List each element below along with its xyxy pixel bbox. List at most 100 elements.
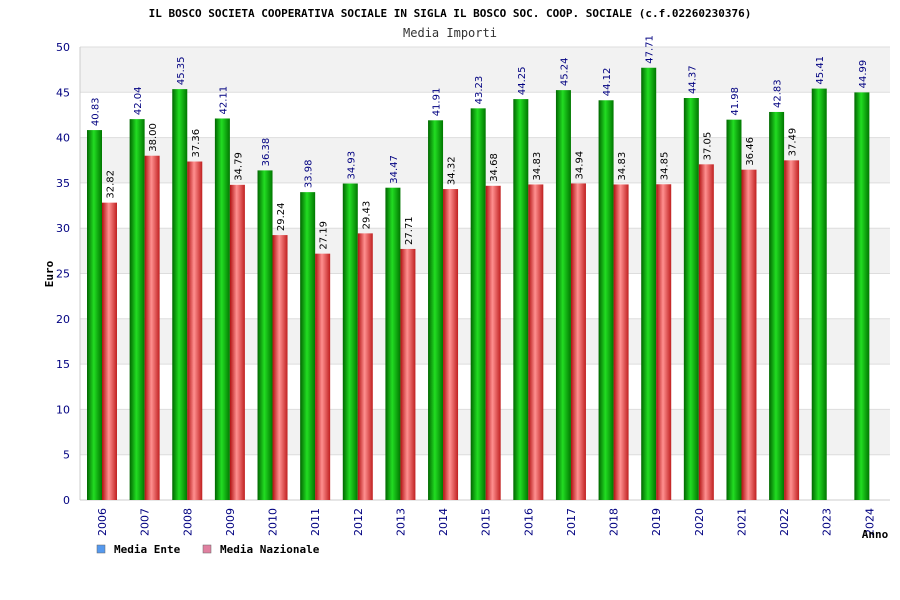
data-label-nazionale: 37.05: [702, 132, 713, 161]
x-tick-label: 2011: [309, 508, 322, 536]
x-tick-label: 2017: [565, 508, 578, 536]
bar-ente: [811, 88, 827, 501]
bar-nazionale: [741, 169, 757, 500]
x-tick-label: 2023: [821, 508, 834, 536]
data-label-nazionale: 34.68: [489, 153, 500, 182]
bar-ente: [683, 98, 699, 500]
bar-nazionale: [443, 189, 459, 501]
data-label-ente: 44.12: [602, 68, 613, 97]
bar-nazionale: [485, 185, 501, 500]
data-label-nazionale: 34.85: [660, 152, 671, 181]
data-label-nazionale: 32.82: [106, 170, 117, 199]
data-label-ente: 41.98: [730, 87, 741, 116]
legend-label-media-ente: Media Ente: [114, 543, 181, 556]
x-tick-label: 2015: [480, 508, 493, 536]
y-tick-label: 45: [56, 86, 70, 99]
x-tick-label: 2007: [139, 508, 152, 536]
bar-nazionale: [229, 184, 245, 500]
data-label-ente: 34.47: [389, 155, 400, 184]
bar-nazionale: [784, 160, 800, 500]
data-label-nazionale: 34.83: [617, 152, 628, 181]
bar-ente: [428, 120, 444, 500]
legend: Media Ente Media Nazionale: [96, 543, 320, 556]
y-tick-label: 5: [63, 449, 70, 462]
y-tick-label: 0: [63, 494, 70, 507]
data-label-ente: 47.71: [645, 35, 656, 64]
bar-ente: [385, 187, 401, 501]
y-tick-label: 35: [56, 177, 70, 190]
y-tick-labels: 0 5 10 15 20 25 30 35 40 45 50: [56, 41, 70, 507]
bar-ente: [470, 108, 486, 501]
data-label-ente: 45.41: [815, 56, 826, 85]
bar-ente: [513, 99, 529, 500]
data-label-ente: 43.23: [474, 76, 485, 105]
data-label-nazionale: 37.36: [191, 129, 202, 158]
data-label-nazionale: 37.49: [788, 128, 799, 157]
y-tick-label: 40: [56, 132, 70, 145]
data-label-nazionale: 34.79: [233, 152, 244, 181]
x-tick-label: 2016: [522, 508, 535, 536]
y-tick-label: 10: [56, 403, 70, 416]
bar-ente: [555, 90, 571, 500]
bar-ente: [598, 100, 614, 500]
data-label-ente: 45.35: [176, 56, 187, 85]
data-label-ente: 36.38: [261, 138, 272, 167]
bar-ente: [129, 119, 145, 500]
data-label-ente: 40.83: [91, 97, 102, 126]
bar-ente: [172, 89, 188, 500]
data-label-ente: 41.91: [432, 88, 443, 117]
x-tick-label: 2021: [735, 508, 748, 536]
chart-title: IL BOSCO SOCIETA COOPERATIVA SOCIALE IN …: [149, 7, 752, 20]
x-tick-label: 2012: [352, 508, 365, 536]
bar-nazionale: [570, 183, 586, 500]
data-label-nazionale: 34.83: [532, 152, 543, 181]
y-tick-label: 50: [56, 41, 70, 54]
data-label-nazionale: 36.46: [745, 137, 756, 166]
bar-ente: [342, 183, 358, 501]
data-label-nazionale: 38.00: [148, 123, 159, 152]
bar-ente: [214, 118, 230, 500]
x-tick-label: 2009: [224, 508, 237, 536]
bar-ente: [300, 192, 316, 500]
legend-swatch-media-ente: [96, 544, 106, 554]
x-tick-labels: 2006 2007 2008 2009 2010 2011 2012 2013 2014 2015…: [96, 508, 876, 536]
y-tick-label: 20: [56, 313, 70, 326]
x-tick-label: 2019: [650, 508, 663, 536]
data-label-ente: 42.11: [218, 86, 229, 115]
bar-nazionale: [528, 184, 544, 501]
y-tick-label: 15: [56, 358, 70, 371]
data-label-ente: 42.04: [133, 86, 144, 115]
x-tick-label: 2010: [267, 508, 280, 536]
data-label-nazionale: 27.19: [319, 221, 330, 250]
bar-nazionale: [187, 161, 203, 500]
x-tick-label: 2008: [181, 508, 194, 536]
plot-band: [80, 47, 890, 93]
bar-ente: [257, 170, 273, 500]
bar-nazionale: [656, 184, 672, 500]
legend-swatch-media-nazionale: [202, 544, 212, 554]
x-tick-label: 2006: [96, 508, 109, 536]
x-axis-label: Anno: [862, 528, 889, 541]
bar-ente: [726, 119, 742, 501]
data-label-ente: 42.83: [773, 79, 784, 108]
x-tick-label: 2020: [693, 508, 706, 536]
data-label-ente: 44.99: [858, 60, 869, 89]
data-label-nazionale: 29.24: [276, 202, 287, 231]
bar-nazionale: [272, 235, 288, 500]
data-label-ente: 33.98: [304, 160, 315, 189]
x-tick-label: 2013: [394, 508, 407, 536]
x-tick-label: 2014: [437, 508, 450, 536]
bar-nazionale: [698, 164, 714, 500]
data-label-nazionale: 29.43: [361, 201, 372, 230]
bar-ente: [769, 111, 785, 500]
bar-nazionale: [400, 248, 416, 500]
x-tick-label: 2018: [608, 508, 621, 536]
bars: [87, 67, 870, 501]
data-label-ente: 45.24: [559, 57, 570, 86]
data-label-ente: 34.93: [346, 151, 357, 180]
data-label-ente: 44.25: [517, 66, 528, 95]
bar-nazionale: [613, 184, 629, 501]
y-axis-label: Euro: [43, 260, 56, 287]
bar-nazionale: [315, 253, 331, 500]
x-tick-label: 2024: [863, 508, 876, 536]
